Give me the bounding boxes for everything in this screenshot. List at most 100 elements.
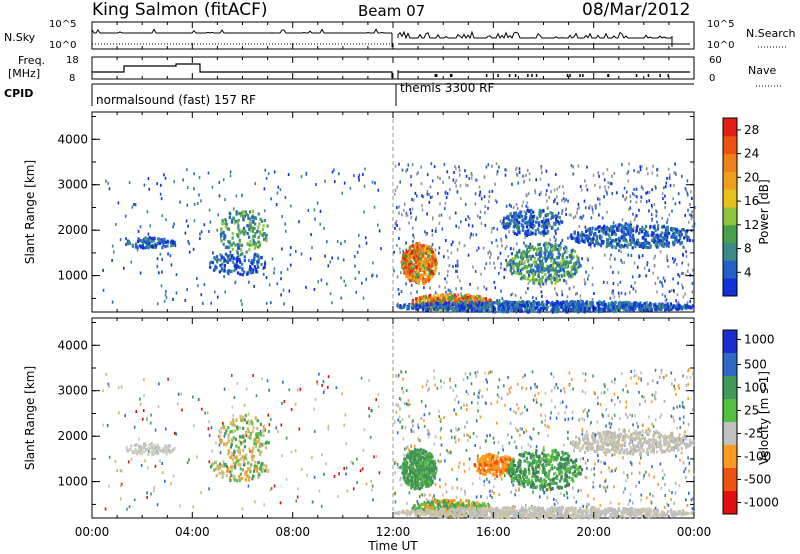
power-echo <box>624 226 627 231</box>
power-echo <box>600 229 603 233</box>
power-ground-scatter <box>603 304 607 309</box>
cpid-segment-1: normalsound (fast) 157 RF <box>96 93 256 107</box>
power-echo <box>653 239 656 243</box>
power-scatter <box>525 193 528 197</box>
power-ground-scatter <box>457 307 460 311</box>
power-scatter <box>280 271 282 275</box>
power-echo <box>548 250 551 254</box>
velocity-scatter <box>674 491 677 495</box>
power-echo <box>160 239 163 243</box>
power-echo <box>148 236 151 240</box>
velocity-echo <box>235 425 239 429</box>
power-scatter <box>340 276 342 280</box>
power-scatter <box>619 280 622 284</box>
power-echo <box>164 240 167 244</box>
power-ground-scatter <box>425 302 428 306</box>
power-echo <box>429 273 432 277</box>
power-echo <box>222 230 225 235</box>
power-echo <box>611 228 614 232</box>
velocity-scatter <box>593 467 595 471</box>
power-echo <box>557 249 560 253</box>
velocity-scatter <box>622 388 624 392</box>
power-echo <box>549 278 552 282</box>
power-scatter <box>476 248 478 252</box>
power-echo <box>430 275 433 279</box>
velocity-echo <box>223 426 226 430</box>
power-echo <box>636 240 639 244</box>
power-echo <box>551 247 554 252</box>
power-echo <box>546 276 549 280</box>
power-scatter <box>455 184 457 188</box>
velocity-echo <box>260 464 263 468</box>
power-echo <box>529 264 532 268</box>
velocity-echo <box>145 443 148 447</box>
power-scatter <box>344 283 347 287</box>
power-scatter <box>643 232 646 236</box>
velocity-scatter <box>316 380 318 384</box>
power-echo <box>538 212 541 216</box>
power-scatter <box>671 209 673 213</box>
power-echo <box>242 211 245 215</box>
velocity-echo <box>243 439 246 443</box>
power-scatter <box>314 217 316 221</box>
power-echo <box>528 279 531 283</box>
power-echo <box>253 226 256 231</box>
velocity-scatter <box>158 382 160 386</box>
power-echo <box>625 239 628 243</box>
power-echo <box>511 215 514 219</box>
power-scatter <box>284 195 287 199</box>
velocity-scatter <box>589 423 592 427</box>
power-echo <box>506 221 509 225</box>
velocity-echo <box>221 475 224 479</box>
velocity-scatter <box>247 412 250 416</box>
power-echo <box>259 217 262 221</box>
power-scatter <box>410 183 412 187</box>
power-echo <box>430 299 433 303</box>
power-scatter <box>426 231 428 235</box>
velocity-scatter <box>273 484 276 488</box>
power-echo <box>503 216 506 220</box>
velocity-echo <box>233 449 236 453</box>
power-echo <box>537 257 540 261</box>
power-echo <box>549 264 552 268</box>
power-echo <box>521 214 524 218</box>
power-ground-scatter <box>569 301 572 306</box>
velocity-echo <box>262 442 265 446</box>
power-ground-scatter <box>509 306 512 310</box>
power-scatter <box>610 253 612 257</box>
power-echo <box>259 230 262 234</box>
power-scatter <box>413 236 415 240</box>
power-echo <box>427 265 430 270</box>
power-echo <box>534 262 537 266</box>
power-echo <box>527 222 530 227</box>
power-ground-scatter <box>554 302 557 306</box>
power-scatter <box>289 253 292 257</box>
power-echo <box>606 242 609 247</box>
power-echo <box>507 225 510 229</box>
power-scatter <box>362 172 364 176</box>
power-echo <box>551 266 554 270</box>
velocity-scatter <box>127 460 130 464</box>
nave-dot <box>569 74 571 77</box>
power-scatter <box>208 230 210 233</box>
power-ground-scatter <box>446 308 449 312</box>
velocity-echo <box>242 426 245 430</box>
velocity-scatter <box>642 476 645 480</box>
power-echo <box>526 249 529 253</box>
power-echo <box>463 294 466 298</box>
power-scatter <box>568 287 571 291</box>
power-scatter <box>449 291 451 295</box>
power-scatter <box>570 213 572 217</box>
velocity-scatter <box>186 461 189 465</box>
power-echo <box>230 243 233 247</box>
velocity-echo <box>248 447 251 451</box>
power-scatter <box>133 203 135 206</box>
velocity-echo <box>126 449 129 453</box>
velocity-echo <box>244 414 247 418</box>
power-echo <box>555 271 558 275</box>
power-echo <box>616 243 619 247</box>
power-ground-scatter <box>528 306 531 310</box>
power-echo <box>446 293 449 297</box>
power-ground-scatter <box>552 307 555 311</box>
velocity-echo <box>229 445 233 449</box>
